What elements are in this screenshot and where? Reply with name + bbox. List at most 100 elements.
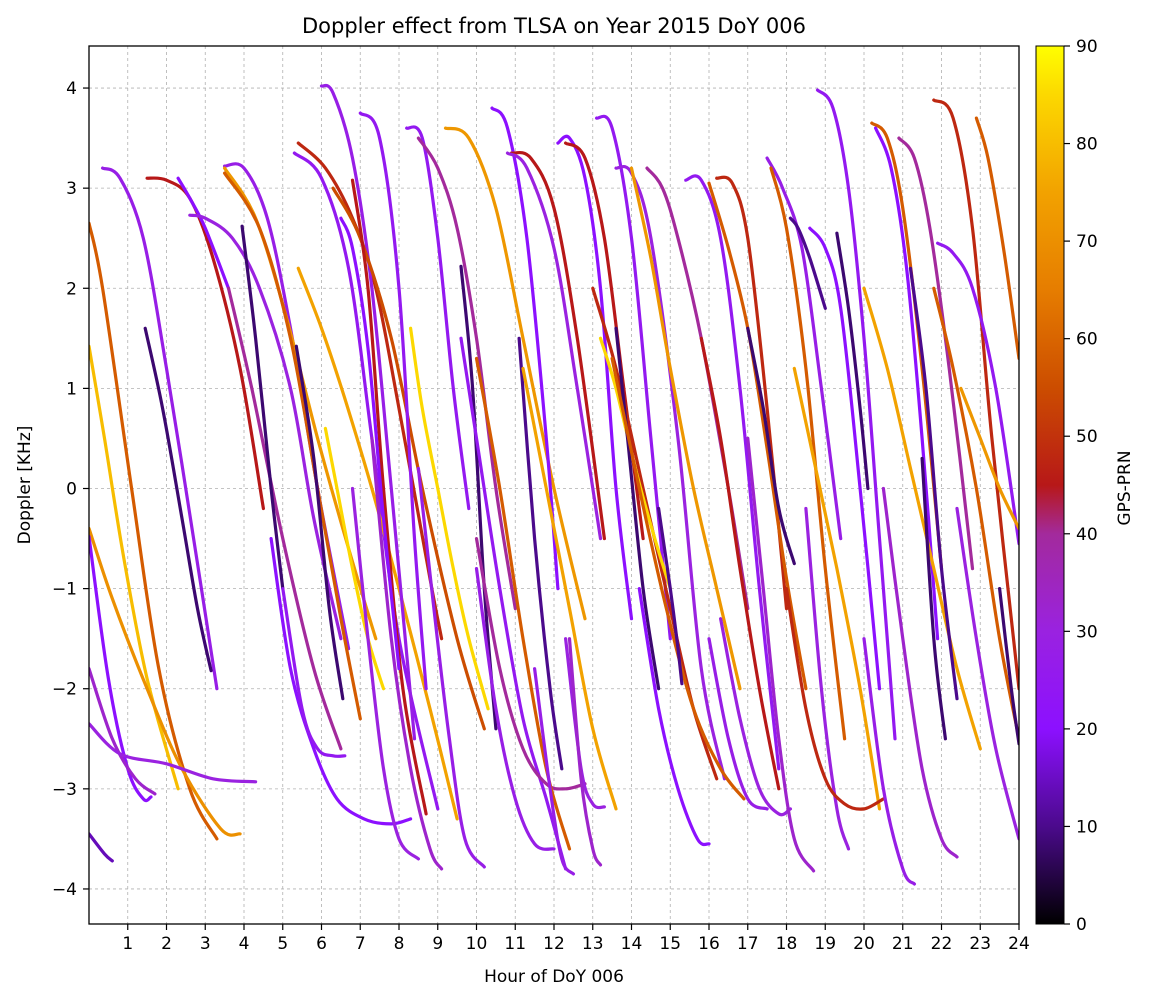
satellite-track-prn-48 [784,587,885,811]
satellite-track-prn-25 [936,241,1019,546]
y-tick-label: −4 [52,880,77,900]
satellite-track-prn-20 [176,176,231,290]
x-tick-label: 3 [200,934,211,954]
colorbar-ticks: 0 10 20 30 40 50 60 70 80 90 [1064,37,1098,935]
satellite-track-prn-25 [815,88,897,741]
y-tick-label: 0 [66,480,77,500]
x-tick-label: 15 [659,934,681,954]
satellite-track-prn-8 [614,326,661,691]
satellite-track-prn-30 [188,213,343,641]
x-axis-label: Hour of DoY 006 [484,967,624,987]
satellite-track-prn-28 [765,156,843,541]
y-tick-label: 2 [66,279,77,299]
satellite-track-prn-75 [862,286,982,751]
satellite-track-prn-72 [443,126,587,621]
satellite-track-prn-72 [629,166,742,691]
satellite-track-prn-40 [226,286,343,751]
satellite-track-prn-30 [804,506,851,851]
satellite-track-prn-75 [792,366,882,811]
x-tick-label: 16 [698,934,720,954]
x-axis-ticks: 1 2 3 4 5 6 7 8 9 10 11 12 13 14 15 16 17 18 19 20 21 22 23 24 [122,924,1030,954]
colorbar-label: GPS-PRN [1115,450,1135,525]
x-tick-label: 2 [161,934,172,954]
satellite-track-prn-58 [974,116,1019,360]
satellite-track-prn-58 [707,181,808,691]
satellite-track-prn-8 [835,231,870,491]
colorbar-tick-label: 30 [1076,622,1098,642]
satellite-track-prn-48 [932,98,1019,691]
satellite-track-prn-45 [350,178,428,816]
satellite-track-prn-25 [358,111,428,691]
x-tick-label: 4 [239,934,250,954]
satellite-track-prn-40 [474,537,587,791]
satellite-track-prn-10 [908,266,959,701]
satellite-track-prn-40 [897,136,975,571]
satellite-track-prn-30 [505,151,603,541]
satellite-track-prn-58 [610,356,746,801]
x-tick-label: 18 [776,934,798,954]
x-tick-label: 17 [737,934,759,954]
y-tick-label: 4 [66,79,77,99]
satellite-track-prn-45 [145,176,265,511]
y-tick-label: −2 [52,680,77,700]
satellite-track-prn-28 [862,637,916,886]
satellite-track-prn-28 [474,567,556,851]
colorbar-tick-label: 40 [1076,525,1098,545]
satellite-track-prn-72 [959,386,1019,531]
satellite-track-prn-75 [521,366,618,811]
colorbar-tick-label: 50 [1076,427,1098,447]
satellite-track-prn-30 [955,506,1019,841]
satellite-track-prn-33 [746,436,816,873]
satellite-track-prn-28 [319,83,417,741]
x-tick-label: 13 [582,934,604,954]
satellite-track-prn-14 [89,832,114,863]
satellite-track-prn-8 [143,326,213,673]
x-tick-label: 14 [621,934,643,954]
colorbar-tick-label: 0 [1076,915,1087,935]
satellite-track-prn-58 [932,286,1019,741]
satellite-track-prn-10 [657,506,684,686]
colorbar-tick-label: 90 [1076,37,1098,57]
satellite-track-prn-30 [719,617,792,817]
satellite-track-prn-8 [746,326,796,566]
satellite-track-prn-58 [223,171,362,721]
satellite-track-prn-58 [769,166,847,741]
satellite-track-prn-25 [684,174,781,771]
y-tick-label: 3 [66,179,77,199]
satellite-track-prn-25 [405,125,471,511]
x-tick-label: 22 [931,934,953,954]
x-tick-label: 23 [969,934,991,954]
colorbar [1035,45,1065,925]
satellite-track-prn-25 [595,114,672,641]
x-tick-label: 6 [316,934,327,954]
satellite-track-prn-45 [699,336,781,791]
satellite-track-prn-85 [323,426,386,691]
satellite-track-prn-20 [339,216,401,671]
x-tick-label: 12 [543,934,565,954]
satellite-track-prn-28 [101,166,219,691]
x-tick-label: 20 [853,934,875,954]
colorbar-tick-label: 60 [1076,330,1098,350]
chart-title: Doppler effect from TLSA on Year 2015 Do… [302,14,806,38]
x-tick-label: 5 [277,934,288,954]
satellite-track-prn-28 [416,466,486,869]
x-tick-label: 1 [122,934,133,954]
satellite-track-prn-10 [788,216,827,310]
x-tick-label: 9 [432,934,443,954]
satellite-track-prn-85 [409,326,490,711]
satellite-track-prn-33 [370,436,444,871]
satellite-track-prn-70 [89,526,242,837]
x-tick-label: 8 [394,934,405,954]
satellite-track-prn-8 [920,456,947,741]
satellite-track-prn-30 [564,637,606,810]
satellite-track-prn-8 [998,587,1019,746]
series-group [89,83,1019,886]
y-axis-ticks: 4 3 2 1 0 −1 −2 −3 −4 [52,79,89,900]
colorbar-tick-label: 10 [1076,817,1098,837]
satellite-track-prn-20 [269,537,413,826]
satellite-track-prn-20 [490,106,560,591]
satellite-track-prn-20 [556,134,634,621]
satellite-track-prn-30 [350,486,420,861]
satellite-track-prn-45 [509,150,606,541]
